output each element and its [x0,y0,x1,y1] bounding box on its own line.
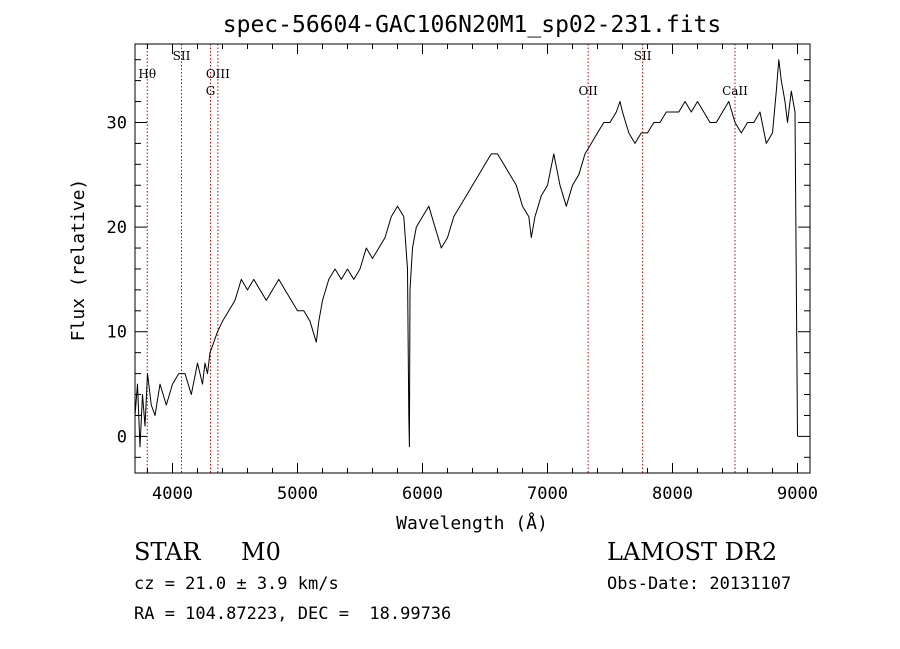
survey-name: LAMOST DR2 [607,538,778,566]
x-tick-label: 7000 [527,484,568,504]
chart-title: spec-56604-GAC106N20M1_sp02-231.fits [223,12,722,38]
spectrum-line [134,59,798,448]
spectral-line-label: SII [173,49,191,63]
object-type: STAR [134,538,201,566]
x-tick-label: 5000 [277,484,318,504]
series-layer [134,59,798,448]
x-tick-label: 6000 [402,484,443,504]
spectral-line-label: OIII [206,67,230,81]
y-tick-label: 10 [107,323,127,343]
plot-frame [134,43,811,474]
spectral-line-label: G [206,84,216,98]
x-tick-label: 8000 [652,484,693,504]
y-axis: 0 10 20 30 [107,59,810,458]
x-axis-label: Wavelength (Å) [396,512,548,534]
x-axis: 4000 5000 6000 7000 8000 9000 [147,44,818,504]
spectral-line-label: OII [578,84,598,98]
y-tick-label: 0 [117,427,127,447]
y-tick-label: 20 [107,218,127,238]
object-subclass: M0 [241,538,281,566]
spectral-line-label: Hθ [138,67,156,81]
spectral-line-label: SII [634,49,652,63]
observation-date: Obs-Date: 20131107 [607,574,792,594]
y-tick-label: 30 [107,113,127,133]
x-tick-label: 4000 [152,484,193,504]
x-tick-label: 9000 [777,484,818,504]
spectral-line-label: CaII [722,84,748,98]
redshift-readout: cz = 21.0 ± 3.9 km/s [134,574,339,594]
y-axis-label: Flux (relative) [68,179,89,342]
spectral-line-markers: Hθ SII G OIII OII SII CaII [138,44,748,473]
coordinates: RA = 104.87223, DEC = 18.99736 [134,604,452,624]
